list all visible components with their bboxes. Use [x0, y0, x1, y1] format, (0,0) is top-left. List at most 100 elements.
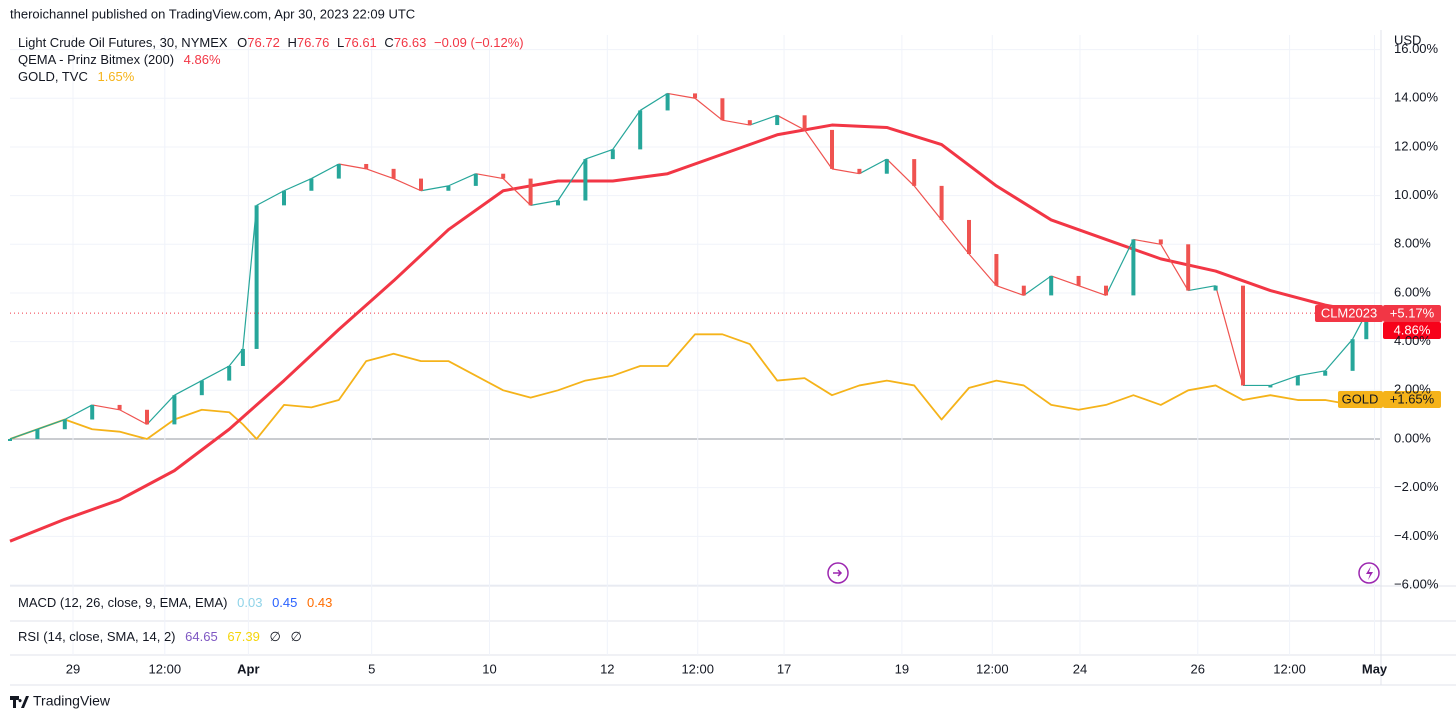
y-tick-label: 12.00% [1394, 138, 1439, 153]
x-tick-label: 12:00 [1273, 661, 1306, 676]
brand-logo [10, 696, 29, 708]
candle [364, 163, 369, 169]
candle [90, 404, 95, 420]
x-tick-label: 12:00 [976, 661, 1009, 676]
candle-wick [1133, 238, 1161, 245]
x-tick-label: 12 [600, 661, 614, 676]
candle-wick [530, 199, 559, 206]
candle [1241, 285, 1245, 386]
legend-key: O [237, 35, 247, 50]
grid [10, 35, 1380, 655]
candle-wick [37, 418, 66, 430]
x-tick-label: 26 [1191, 661, 1205, 676]
candle-wick [448, 173, 477, 187]
candle-wick [502, 178, 532, 206]
candle [1295, 375, 1300, 386]
pane-value: 64.65 [185, 629, 218, 644]
candle [857, 168, 862, 174]
x-tick-label: 5 [368, 661, 375, 676]
legend-name: GOLD, TVC [18, 69, 88, 84]
tag-value: +1.65% [1390, 391, 1435, 406]
y-tick-label: −4.00% [1394, 528, 1439, 543]
tag-name: GOLD [1342, 391, 1379, 406]
candle [8, 438, 12, 441]
candle-wick [913, 185, 943, 221]
candle [1364, 313, 1369, 340]
candle-wick [420, 185, 449, 192]
event-icon[interactable] [1358, 562, 1380, 584]
legend-key: H [287, 35, 296, 50]
candle-wick [968, 253, 997, 287]
legend-value: 4.86% [184, 52, 221, 67]
legend-name: QEMA - Prinz Bitmex (200) [18, 52, 174, 67]
legend-value: 76.76 [297, 35, 330, 50]
brand: TradingView [10, 693, 111, 709]
candle [240, 348, 245, 366]
legend-row: GOLD, TVC 1.65% [18, 69, 135, 84]
candle [1076, 275, 1081, 286]
candle [939, 185, 944, 220]
candle [145, 409, 149, 425]
candle [62, 419, 67, 430]
candle-wick [722, 119, 750, 126]
candle [610, 149, 615, 160]
candle-wick [393, 178, 422, 192]
legend-key: L [337, 35, 344, 50]
legend-value: 1.65% [97, 69, 134, 84]
candle [35, 429, 40, 439]
candle-wick [804, 129, 833, 170]
series-line [9, 123, 1340, 543]
candle [884, 159, 889, 174]
tag-value: 4.86% [1394, 322, 1431, 337]
candle-wick [749, 114, 778, 126]
tag-bg [1383, 322, 1441, 339]
legend-row: Light Crude Oil Futures, 30, NYMEX O76.7… [18, 35, 524, 50]
x-tick-label: 19 [895, 661, 909, 676]
candle [282, 190, 286, 206]
candle-wick [283, 178, 312, 192]
candle-wick [859, 158, 888, 175]
x-tick-label: 10 [482, 661, 496, 676]
candle [117, 404, 122, 410]
currency: USD [1394, 32, 1421, 47]
pane-value: ∅ [290, 629, 301, 644]
candle [1021, 285, 1026, 296]
candle [309, 178, 314, 191]
series-line [9, 333, 1367, 440]
event-arrow [833, 569, 843, 577]
y-tick-label: 2.00% [1394, 382, 1431, 397]
candle [1268, 385, 1273, 388]
candle [419, 178, 423, 191]
y-tick-label: 14.00% [1394, 90, 1439, 105]
candle-wick [639, 92, 668, 111]
candle [665, 93, 670, 111]
event-icon[interactable] [827, 562, 849, 584]
candle-wick [119, 409, 148, 425]
candle-wick [694, 97, 723, 121]
candle-wick [475, 173, 504, 180]
x-tick-label: 29 [66, 661, 80, 676]
candle [391, 168, 396, 179]
candle-wick [557, 158, 586, 201]
candle-wick [1215, 285, 1244, 386]
brand-name: TradingView [33, 693, 111, 709]
candle-wick [201, 365, 230, 382]
candle-wick [1105, 239, 1134, 296]
candle-wick [941, 219, 970, 255]
y-tick-label: −2.00% [1394, 479, 1439, 494]
candle [775, 115, 780, 126]
candle [693, 93, 697, 99]
rsi-legend: RSI (14, close, SMA, 14, 2) 64.65 67.39 … [18, 629, 302, 644]
x-tick-label: 12:00 [681, 661, 714, 676]
candle [1049, 275, 1054, 296]
candle [912, 159, 917, 186]
candle [583, 159, 588, 201]
candle [336, 163, 341, 179]
candle-wick [242, 205, 258, 349]
event-bolt [1366, 566, 1373, 580]
plot [8, 92, 1380, 543]
candle [528, 178, 533, 206]
x-tick-label: 24 [1073, 661, 1087, 676]
legend-value: 76.63 [394, 35, 427, 50]
legend: Light Crude Oil Futures, 30, NYMEX O76.7… [18, 35, 524, 84]
